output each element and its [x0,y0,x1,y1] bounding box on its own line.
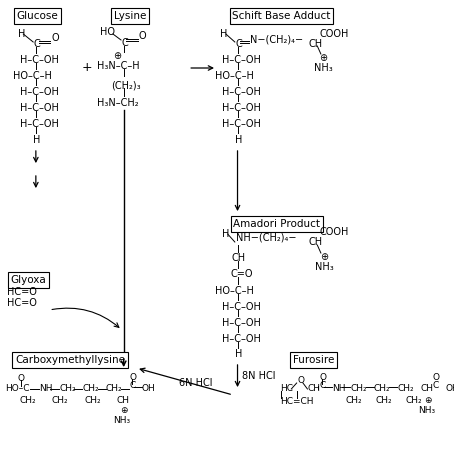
Text: C: C [122,38,128,48]
Text: CH₂: CH₂ [59,384,76,392]
Text: CH₂: CH₂ [20,396,36,404]
Text: H–C–OH: H–C–OH [222,87,261,97]
Text: CH: CH [308,237,322,247]
Text: NH₃: NH₃ [113,415,130,425]
Text: O: O [18,373,25,383]
Text: NH: NH [331,384,345,392]
Text: NH₃: NH₃ [315,262,333,272]
Text: CH₂: CH₂ [84,396,101,404]
Text: O: O [433,372,440,382]
Text: HC=O: HC=O [7,298,37,308]
Text: HO–C–H: HO–C–H [215,71,254,81]
Text: CH₂: CH₂ [397,384,414,392]
Text: CH: CH [420,384,434,392]
Text: O: O [139,31,147,41]
Text: C: C [433,380,439,390]
Text: C=O: C=O [230,269,253,279]
Text: H₃N–CH₂: H₃N–CH₂ [97,98,138,108]
Text: H: H [18,29,25,39]
Text: CH₂: CH₂ [374,384,390,392]
Text: H–C–OH: H–C–OH [20,119,59,129]
Text: ⊕: ⊕ [120,406,128,414]
Text: H–C–OH: H–C–OH [222,103,261,113]
Text: NH: NH [39,384,53,392]
Text: C: C [319,380,326,390]
Text: OH: OH [445,384,454,392]
Text: H: H [222,229,230,239]
Text: HO–C: HO–C [5,384,30,392]
Text: HO–C–H: HO–C–H [13,71,51,81]
Text: C: C [129,380,135,390]
Text: Furosire: Furosire [293,355,335,365]
Text: H: H [33,135,40,145]
Text: 6N HCl: 6N HCl [179,378,213,388]
Text: (CH₂)₃: (CH₂)₃ [111,80,141,90]
Text: COOH: COOH [319,29,349,39]
Text: H: H [235,349,242,359]
Text: CH₂: CH₂ [52,396,69,404]
Text: CH: CH [307,384,321,392]
Text: CH: CH [308,39,322,49]
Text: ⊕: ⊕ [320,252,328,262]
Text: O: O [297,376,305,384]
Text: HC: HC [280,384,293,392]
Text: HC=CH: HC=CH [280,396,313,406]
Text: H–C–OH: H–C–OH [222,55,261,65]
Text: O: O [319,372,326,382]
Text: NH−(CH₂)₄−: NH−(CH₂)₄− [236,233,296,243]
Text: Lysine: Lysine [114,11,146,21]
Text: C: C [236,39,242,49]
Text: H–C–OH: H–C–OH [222,334,261,344]
Text: N−(CH₂)₄−: N−(CH₂)₄− [250,35,303,45]
Text: CH₂: CH₂ [350,384,367,392]
Text: COOH: COOH [319,227,349,237]
Text: H–C–OH: H–C–OH [222,318,261,328]
Text: H–C–OH: H–C–OH [222,302,261,312]
Text: H–C–OH: H–C–OH [20,87,59,97]
Text: H–C–OH: H–C–OH [20,55,59,65]
Text: Glyoxa: Glyoxa [11,275,47,285]
Text: C: C [33,39,40,49]
Text: NH₃: NH₃ [419,406,436,414]
Text: H: H [235,135,242,145]
Text: HC=O: HC=O [7,287,37,297]
Text: CH₂: CH₂ [83,384,99,392]
Text: CH₂: CH₂ [346,396,363,404]
Text: Schift Base Adduct: Schift Base Adduct [232,11,331,21]
Text: O: O [129,372,136,382]
Text: CH: CH [231,253,245,263]
Text: Amadori Product: Amadori Product [233,219,321,229]
Text: CH₂: CH₂ [375,396,392,404]
Text: 8N HCl: 8N HCl [242,371,276,381]
Text: CH₂: CH₂ [405,396,422,404]
Text: O: O [51,33,59,43]
Text: Glucose: Glucose [17,11,59,21]
Text: ⊕: ⊕ [113,51,121,61]
FancyArrowPatch shape [52,308,119,327]
Text: HO–C–H: HO–C–H [215,286,254,296]
Text: HO: HO [100,27,115,37]
Text: H–C–OH: H–C–OH [222,119,261,129]
Text: CH: CH [117,396,129,404]
Text: ⊕: ⊕ [319,53,327,63]
Text: H–C–OH: H–C–OH [20,103,59,113]
Text: ⊕: ⊕ [424,396,431,404]
Text: CH₂: CH₂ [106,384,123,392]
Text: +: + [82,61,92,75]
Text: Carboxymethyllysine: Carboxymethyllysine [15,355,125,365]
Text: H₃N–C–H: H₃N–C–H [97,61,139,71]
Text: NH₃: NH₃ [314,63,332,73]
Text: OH: OH [142,384,155,392]
Text: H: H [221,29,228,39]
